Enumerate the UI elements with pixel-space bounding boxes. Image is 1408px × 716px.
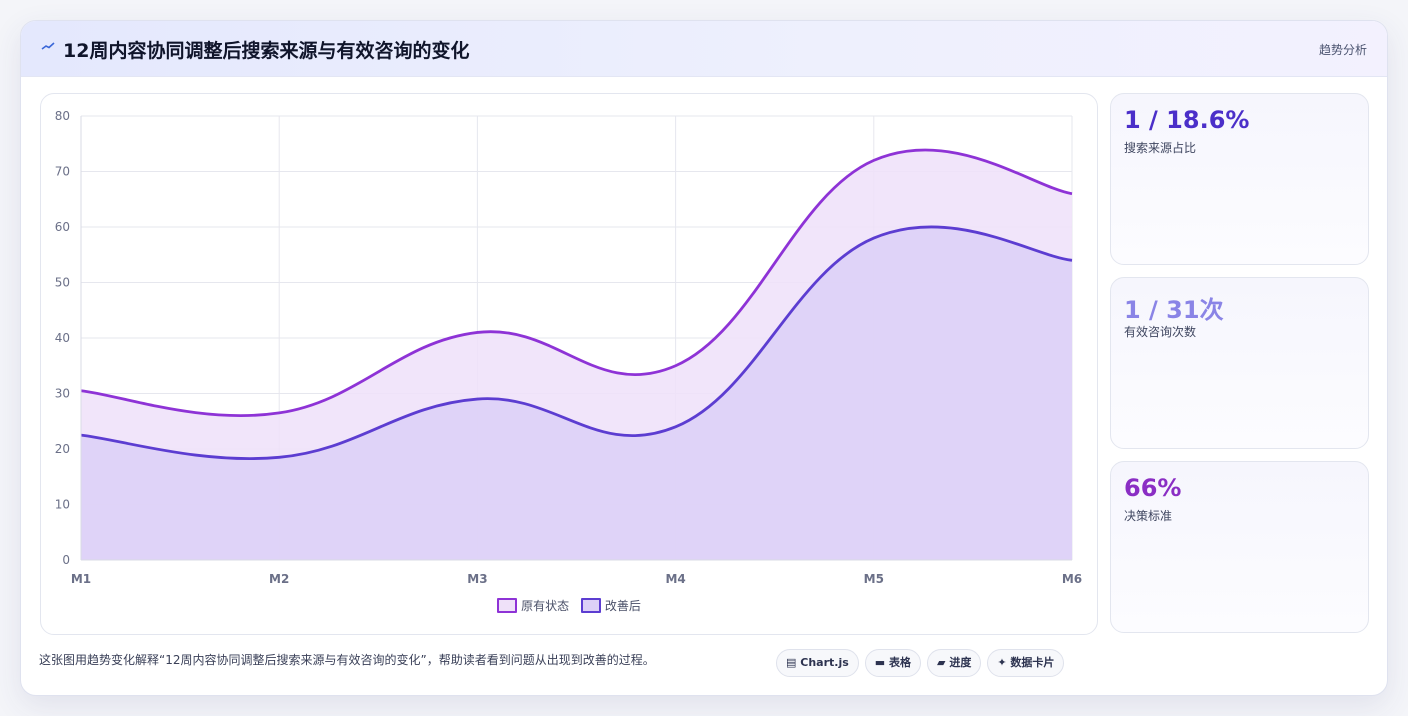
x-tick-label: M5 (864, 572, 884, 586)
y-tick-label: 40 (55, 331, 70, 345)
y-tick-label: 70 (55, 165, 70, 179)
stat-card-decision-standard: 66% 决策标准 (1110, 461, 1369, 633)
stat-value: 66% (1124, 474, 1182, 502)
chart-panel: 0 10 20 30 40 50 60 70 80 M1 M2 M3 M4 M5 M6 原有状态 改善后 (40, 93, 1098, 635)
chart-legend: 原有状态 改善后 (41, 597, 1097, 614)
tag-table[interactable]: ▬ 表格 (864, 649, 922, 677)
x-tick-label: M1 (71, 572, 91, 586)
x-tick-label: M2 (269, 572, 289, 586)
stat-card-consult-count: 1 / 31次 有效咨询次数 (1110, 277, 1369, 449)
tag-label: 数据卡片 (1010, 656, 1055, 669)
legend-label-original: 原有状态 (521, 599, 570, 613)
page-title: 12周内容协同调整后搜索来源与有效咨询的变化 (63, 40, 470, 62)
chart-caption: 这张图用趋势变化解释“12周内容协同调整后搜索来源与有效咨询的变化”，帮助读者看… (39, 653, 655, 667)
tag-label: Chart.js (800, 656, 849, 669)
stat-card-search-share: 1 / 18.6% 搜索来源占比 (1110, 93, 1369, 265)
x-tick-label: M4 (665, 572, 685, 586)
y-tick-label: 50 (55, 276, 70, 290)
tag-list: ▤ Chart.js ▬ 表格 ▰ 进度 ✦ 数据卡片 (776, 649, 1070, 677)
y-tick-label: 0 (62, 553, 70, 567)
tag-label: 表格 (889, 656, 912, 669)
sparkle-icon: ✦ (997, 656, 1007, 669)
stat-label: 决策标准 (1124, 509, 1173, 523)
stat-value: 1 / 31次 (1124, 296, 1224, 324)
series-area-1 (81, 226, 1072, 561)
legend-label-improved: 改善后 (604, 599, 641, 613)
legend-item-improved[interactable]: 改善后 (580, 597, 641, 614)
y-tick-label: 80 (55, 109, 70, 123)
tag-progress[interactable]: ▰ 进度 (927, 649, 982, 677)
series-line-1 (80, 225, 1073, 461)
card-header: 12周内容协同调整后搜索来源与有效咨询的变化 趋势分析 (21, 21, 1387, 77)
stat-label: 搜索来源占比 (1124, 141, 1197, 155)
tag-chartjs[interactable]: ▤ Chart.js (776, 649, 859, 677)
y-tick-label: 30 (55, 387, 70, 401)
trend-line-icon (41, 42, 55, 50)
x-tick-label: M6 (1062, 572, 1082, 586)
chart-icon: ▤ (786, 656, 797, 669)
area-chart: 0 10 20 30 40 50 60 70 80 M1 M2 M3 M4 M5 M6 (55, 109, 1082, 586)
x-tick-label: M3 (467, 572, 487, 586)
tag-label: 进度 (949, 656, 972, 669)
series-line-0 (80, 148, 1073, 417)
table-icon: ▬ (874, 656, 886, 669)
dashboard-card: 12周内容协同调整后搜索来源与有效咨询的变化 趋势分析 0 10 20 30 40 50 6… (20, 20, 1388, 696)
legend-swatch-original (497, 598, 518, 613)
y-tick-label: 20 (55, 442, 70, 456)
y-tick-label: 60 (55, 220, 70, 234)
y-tick-label: 10 (55, 498, 70, 512)
progress-icon: ▰ (937, 656, 946, 669)
stat-label: 有效咨询次数 (1124, 325, 1197, 339)
legend-swatch-improved (580, 598, 601, 613)
tag-data-card[interactable]: ✦ 数据卡片 (987, 649, 1065, 677)
stat-value: 1 / 18.6% (1124, 106, 1250, 134)
trend-analysis-label: 趋势分析 (1318, 43, 1367, 57)
legend-item-original[interactable]: 原有状态 (497, 597, 569, 614)
